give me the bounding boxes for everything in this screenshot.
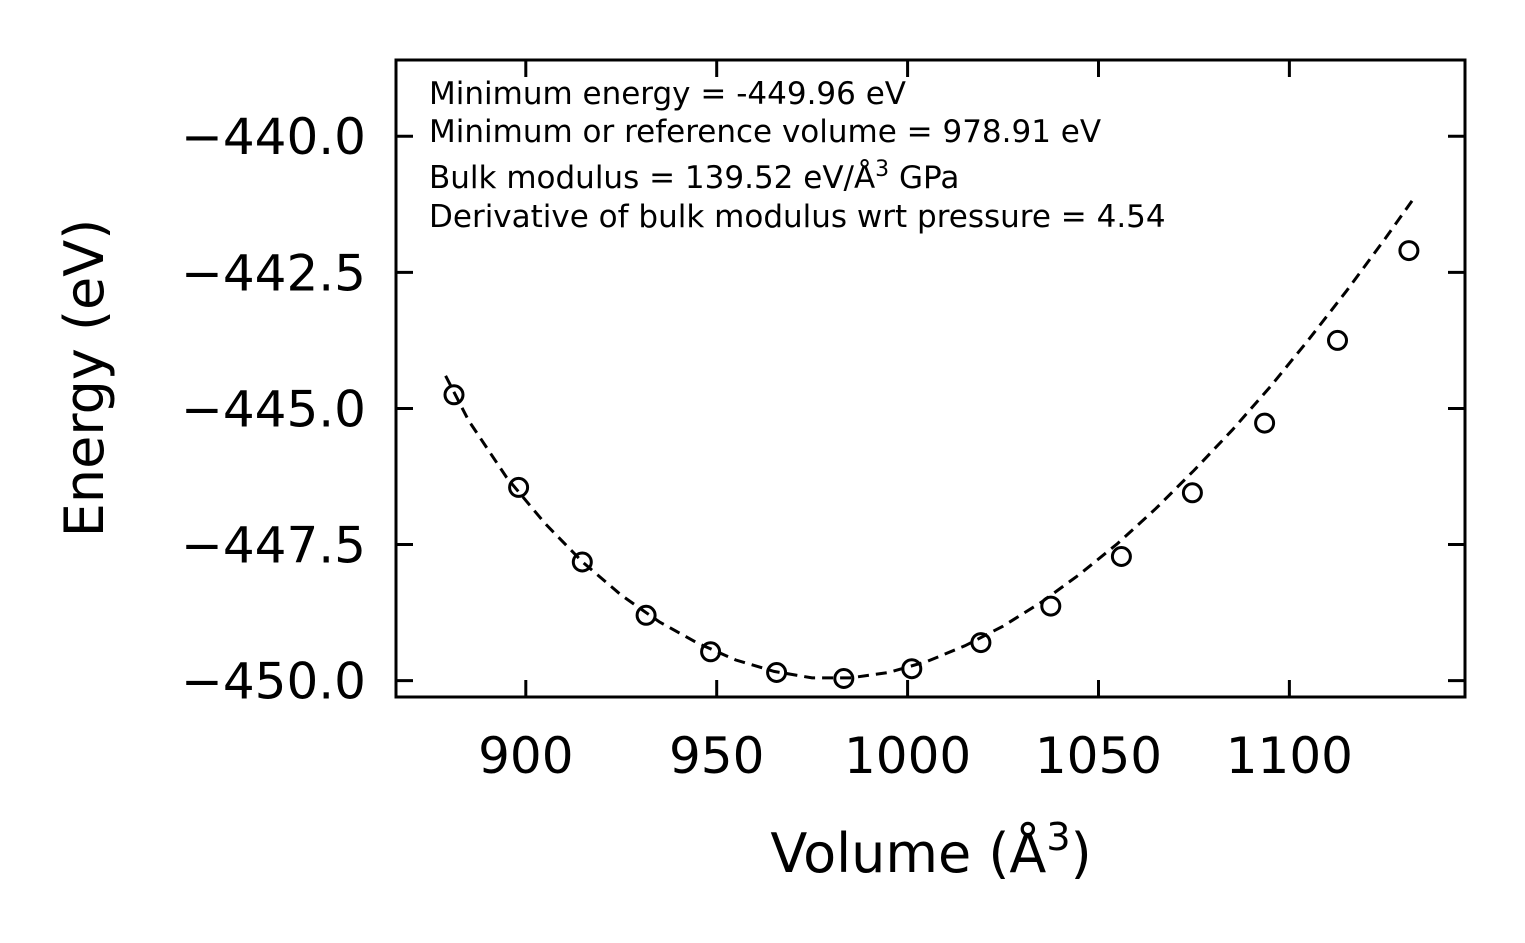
data-point <box>571 551 593 573</box>
y-tick-label: −442.5 <box>181 244 366 302</box>
annotation-bulk-modulus-derivative: Derivative of bulk modulus wrt pressure … <box>429 199 1166 235</box>
x-axis-title-sup: 3 <box>1046 815 1070 859</box>
annotation-bulk-modulus-tail: GPa <box>889 160 959 196</box>
x-axis-title: Volume (Å3) <box>770 815 1091 885</box>
fit-curve-line <box>444 195 1417 680</box>
data-point <box>901 658 923 680</box>
y-tick-label: −445.0 <box>181 380 366 438</box>
annotation-bulk-modulus-main: Bulk modulus = 139.52 eV/Å <box>429 160 875 196</box>
data-point <box>970 632 992 654</box>
annotation-bulk-modulus: Bulk modulus = 139.52 eV/Å3 GPa <box>429 157 959 196</box>
x-tick-label: 1000 <box>844 727 971 785</box>
data-point <box>1398 240 1420 262</box>
annotation-min-volume: Minimum or reference volume = 978.91 eV <box>429 114 1101 150</box>
x-tick-label: 950 <box>669 727 764 785</box>
x-tick-label: 900 <box>478 727 573 785</box>
ticks: 900 950 1000 1050 1100 −440.0 −442.5 −445.0 −447… <box>181 60 1465 785</box>
y-tick-label: −447.5 <box>181 517 366 575</box>
data-point <box>1040 595 1062 617</box>
data-point <box>508 476 530 498</box>
x-axis-title-end: ) <box>1071 822 1092 885</box>
data-point <box>766 662 788 683</box>
x-tick-label: 1100 <box>1226 727 1353 785</box>
data-point <box>1110 546 1132 567</box>
data-point <box>635 604 657 626</box>
axes-frame <box>394 58 1467 699</box>
data-point <box>1254 412 1276 434</box>
annotation-bulk-modulus-sup: 3 <box>875 157 889 182</box>
plot-area <box>443 195 1420 689</box>
data-point <box>833 668 855 689</box>
annotation-min-energy: Minimum energy = -449.96 eV <box>429 76 906 112</box>
data-point <box>443 384 465 406</box>
data-point <box>700 641 722 663</box>
y-tick-label: −440.0 <box>181 108 366 166</box>
x-tick-label: 1050 <box>1035 727 1162 785</box>
y-axis-title: Energy (eV) <box>53 219 116 538</box>
data-point <box>1181 482 1203 504</box>
annotation-box: Minimum energy = -449.96 eV Minimum or r… <box>429 76 1166 235</box>
y-tick-label: −450.0 <box>181 653 366 711</box>
x-axis-title-main: Volume (Å <box>770 821 1046 885</box>
data-point <box>1327 329 1348 351</box>
